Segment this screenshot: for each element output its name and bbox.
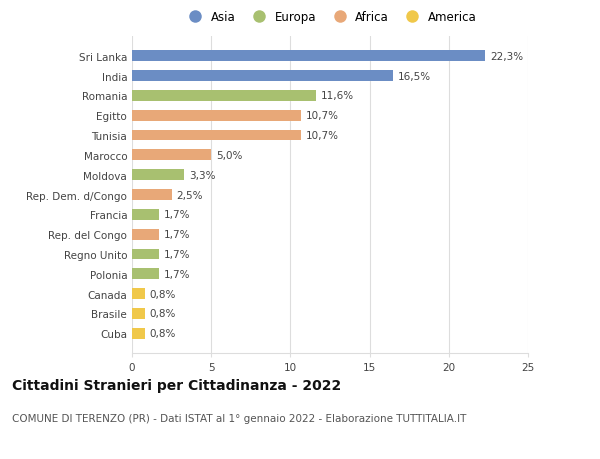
Bar: [132, 229, 159, 240]
Text: 0,8%: 0,8%: [149, 309, 176, 319]
Bar: [132, 71, 394, 82]
Bar: [132, 170, 184, 181]
Text: 2,5%: 2,5%: [176, 190, 203, 200]
Text: 1,7%: 1,7%: [164, 269, 190, 279]
Legend: Asia, Europa, Africa, America: Asia, Europa, Africa, America: [184, 11, 476, 24]
Bar: [132, 209, 159, 220]
Bar: [132, 190, 172, 201]
Text: 11,6%: 11,6%: [320, 91, 353, 101]
Text: 0,8%: 0,8%: [149, 329, 176, 339]
Text: 22,3%: 22,3%: [490, 51, 523, 62]
Text: 5,0%: 5,0%: [216, 151, 242, 161]
Bar: [132, 150, 211, 161]
Bar: [132, 308, 145, 319]
Text: Cittadini Stranieri per Cittadinanza - 2022: Cittadini Stranieri per Cittadinanza - 2…: [12, 379, 341, 392]
Text: 10,7%: 10,7%: [306, 111, 339, 121]
Text: 0,8%: 0,8%: [149, 289, 176, 299]
Text: COMUNE DI TERENZO (PR) - Dati ISTAT al 1° gennaio 2022 - Elaborazione TUTTITALIA: COMUNE DI TERENZO (PR) - Dati ISTAT al 1…: [12, 413, 466, 423]
Bar: [132, 249, 159, 260]
Bar: [132, 111, 301, 121]
Text: 10,7%: 10,7%: [306, 131, 339, 141]
Text: 16,5%: 16,5%: [398, 71, 431, 81]
Bar: [132, 289, 145, 299]
Text: 1,7%: 1,7%: [164, 230, 190, 240]
Text: 3,3%: 3,3%: [189, 170, 215, 180]
Bar: [132, 51, 485, 62]
Bar: [132, 269, 159, 280]
Text: 1,7%: 1,7%: [164, 249, 190, 259]
Bar: [132, 130, 301, 141]
Bar: [132, 91, 316, 101]
Bar: [132, 328, 145, 339]
Text: 1,7%: 1,7%: [164, 210, 190, 220]
